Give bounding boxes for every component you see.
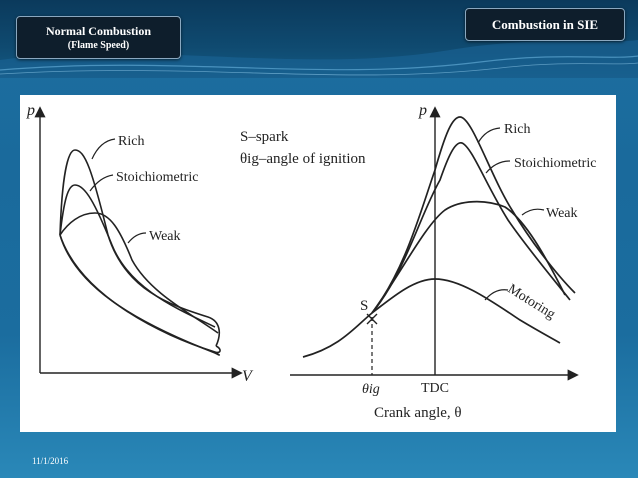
pv-compression-curve	[59, 234, 221, 356]
slide-title-box: Normal Combustion (Flame Speed)	[16, 16, 181, 59]
ptheta-rich-leader	[477, 127, 501, 144]
ptheta-motoring-label: Motoring	[505, 282, 558, 323]
legend-spark: S–spark	[240, 129, 289, 145]
pv-rich-label: Rich	[118, 134, 144, 149]
pv-weak-label: Weak	[149, 229, 181, 244]
ptheta-weak-leader	[521, 208, 545, 216]
ptheta-tdc-tick: TDC	[421, 381, 449, 396]
ptheta-y-axis-label: p	[418, 102, 427, 119]
ptheta-weak-curve	[371, 200, 566, 314]
combustion-figure: p V Rich Stoichiometric Weak S–spark θig…	[26, 102, 596, 421]
pv-rich-leader	[91, 138, 116, 160]
spark-point-label: S	[360, 298, 368, 314]
slide-subtitle: (Flame Speed)	[67, 40, 130, 51]
ptheta-rich-label: Rich	[504, 122, 530, 137]
pv-x-axis-label: V	[242, 368, 254, 385]
pv-cycle-bottom	[59, 234, 221, 354]
slide-title: Normal Combustion	[45, 24, 151, 38]
pv-stoichiometric-curve	[59, 184, 216, 328]
ptheta-stoichiometric-label: Stoichiometric	[514, 156, 596, 171]
pv-weak-curve	[59, 212, 219, 334]
pv-stoichiometric-leader	[89, 174, 114, 192]
ptheta-stoichiometric-leader	[485, 160, 511, 174]
ptheta-motoring-curve	[302, 278, 561, 358]
slide-date: 11/1/2016	[32, 456, 69, 466]
figure-panel: p V Rich Stoichiometric Weak S–spark θig…	[20, 95, 616, 432]
spark-marker	[366, 313, 378, 325]
legend-theta: θig–angle of ignition	[240, 151, 366, 167]
ptheta-motoring-leader	[484, 289, 509, 301]
ptheta-stoichiometric-curve	[371, 142, 571, 314]
ptheta-ignition-tick: θig	[362, 382, 380, 397]
section-label-box: Combustion in SIE	[465, 8, 625, 41]
pv-stoichiometric-label: Stoichiometric	[116, 170, 198, 185]
header-wave-decoration	[0, 40, 638, 78]
ptheta-weak-label: Weak	[546, 206, 578, 221]
pv-y-axis-label: p	[26, 102, 35, 119]
section-label: Combustion in SIE	[491, 17, 599, 32]
ptheta-x-axis-label: Crank angle, θ	[374, 405, 462, 421]
pv-weak-leader	[127, 232, 147, 244]
ptheta-rich-curve	[371, 116, 576, 314]
